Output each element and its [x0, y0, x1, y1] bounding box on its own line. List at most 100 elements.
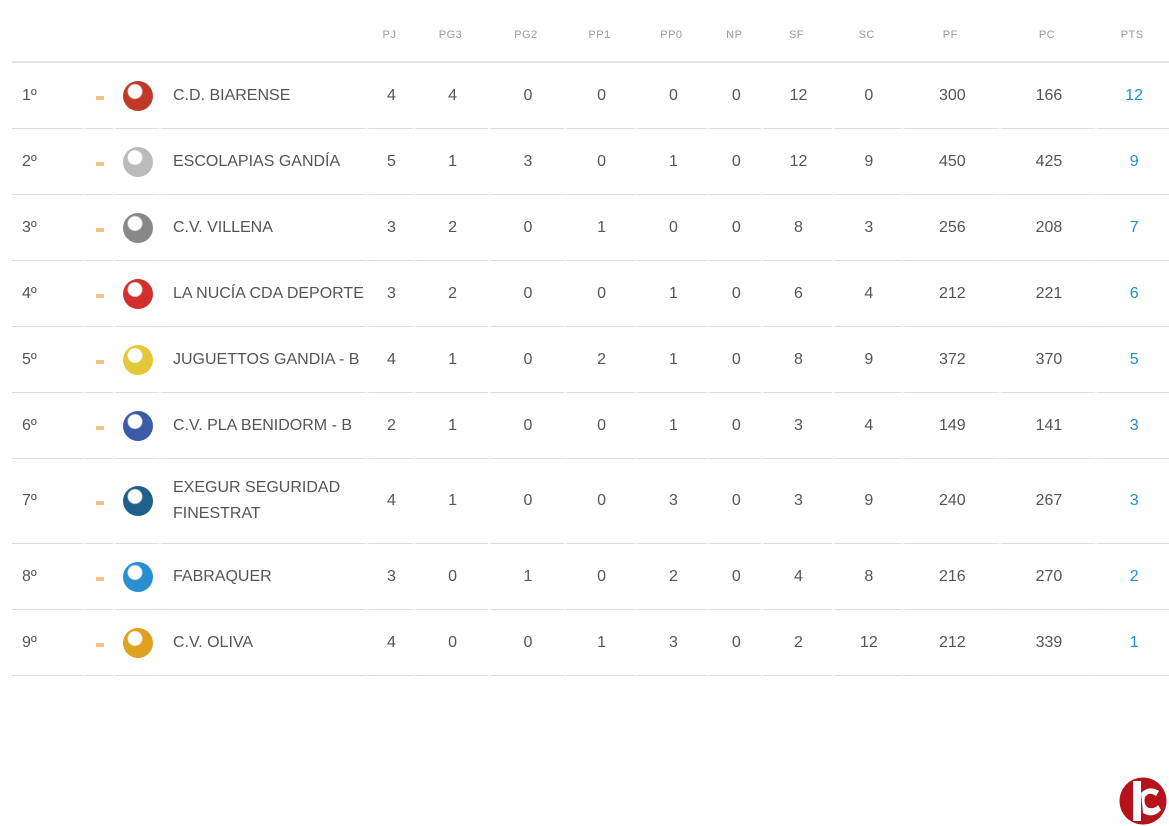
stat-pc: 270	[998, 544, 1096, 610]
team-logo-cell	[113, 129, 159, 195]
trend-icon	[96, 227, 104, 232]
team-name[interactable]: C.D. BIARENSE	[159, 63, 366, 129]
stat-np: 0	[707, 63, 762, 129]
team-name[interactable]: C.V. OLIVA	[159, 610, 366, 676]
stat-pg2: 0	[488, 610, 564, 676]
stat-pc: 166	[998, 63, 1096, 129]
stat-np: 0	[707, 261, 762, 327]
stat-pp1: 0	[563, 261, 636, 327]
trend-icon	[96, 642, 104, 647]
stat-sf: 6	[761, 261, 832, 327]
stat-pg3: 0	[412, 610, 489, 676]
position: 6º	[12, 393, 83, 459]
stat-pp1: 0	[563, 393, 636, 459]
trend-marker	[83, 544, 113, 610]
team-logo-cell	[113, 63, 159, 129]
team-logo-icon	[123, 212, 153, 243]
team-name[interactable]: C.V. VILLENA	[159, 195, 366, 261]
stat-pc: 208	[998, 195, 1096, 261]
table-row[interactable]: 4º LA NUCÍA CDA DEPORTE 3 2 0 0 1 0 6 4 212 221 6	[12, 261, 1169, 327]
position: 3º	[12, 195, 83, 261]
stat-sc: 4	[831, 261, 902, 327]
stat-pp0: 0	[635, 63, 708, 129]
stat-pj: 2	[366, 393, 413, 459]
trend-marker	[83, 610, 113, 676]
stat-pp0: 3	[635, 610, 708, 676]
stat-pg3: 2	[412, 195, 489, 261]
position: 9º	[12, 610, 83, 676]
stat-pg2: 0	[488, 459, 564, 544]
table-row[interactable]: 7º EXEGUR SEGURIDAD FINESTRAT 4 1 0 0 3 0 3 9 240…	[12, 459, 1169, 544]
table-row[interactable]: 1º C.D. BIARENSE 4 4 0 0 0 0 12 0 300 166 12	[12, 63, 1169, 129]
table-row[interactable]: 6º C.V. PLA BENIDORM - B 2 1 0 0 1 0 3 4 149 141 3	[12, 393, 1169, 459]
table-row[interactable]: 9º C.V. OLIVA 4 0 0 1 3 0 2 12 212 339 1	[12, 610, 1169, 676]
stat-pp1: 0	[563, 129, 636, 195]
stat-pc: 267	[998, 459, 1096, 544]
stat-pf: 372	[901, 327, 999, 393]
team-name[interactable]: C.V. PLA BENIDORM - B	[159, 393, 366, 459]
column-header-np: NP	[707, 8, 762, 63]
stat-pts: 5	[1095, 327, 1169, 393]
trend-icon	[96, 293, 104, 298]
team-logo-icon	[123, 80, 153, 111]
column-header-pg3: PG3	[412, 8, 489, 63]
stat-pp0: 1	[635, 327, 708, 393]
trend-marker	[83, 393, 113, 459]
stat-sc: 9	[831, 459, 902, 544]
stat-pp0: 1	[635, 129, 708, 195]
header-blank	[12, 8, 366, 63]
team-name[interactable]: LA NUCÍA CDA DEPORTE	[159, 261, 366, 327]
standings-table: PJ PG3 PG2 PP1 PP0 NP SF SC PF PC PTS 1º C.D. BIAR…	[12, 8, 1169, 676]
stat-pj: 4	[366, 459, 413, 544]
stat-pts: 2	[1095, 544, 1169, 610]
stat-np: 0	[707, 129, 762, 195]
position: 5º	[12, 327, 83, 393]
team-name[interactable]: FABRAQUER	[159, 544, 366, 610]
trend-icon	[96, 359, 104, 364]
column-header-pc: PC	[998, 8, 1096, 63]
stat-pj: 3	[366, 261, 413, 327]
stat-pg3: 1	[412, 327, 489, 393]
team-name[interactable]: ESCOLAPIAS GANDÍA	[159, 129, 366, 195]
stat-pg2: 0	[488, 261, 564, 327]
team-name[interactable]: JUGUETTOS GANDIA - B	[159, 327, 366, 393]
stat-pj: 4	[366, 610, 413, 676]
stat-sc: 12	[831, 610, 902, 676]
position: 8º	[12, 544, 83, 610]
stat-pp0: 3	[635, 459, 708, 544]
stat-pf: 300	[901, 63, 999, 129]
stat-sf: 4	[761, 544, 832, 610]
stat-pp0: 0	[635, 195, 708, 261]
trend-icon	[96, 501, 104, 505]
stat-sf: 8	[761, 195, 832, 261]
stat-pts: 9	[1095, 129, 1169, 195]
table-row[interactable]: 2º ESCOLAPIAS GANDÍA 5 1 3 0 1 0 12 9 450 425 9	[12, 129, 1169, 195]
stat-pf: 450	[901, 129, 999, 195]
stat-sc: 9	[831, 327, 902, 393]
team-logo-icon	[123, 344, 153, 375]
stat-pg2: 0	[488, 195, 564, 261]
team-name[interactable]: EXEGUR SEGURIDAD FINESTRAT	[159, 459, 366, 544]
stat-pg3: 1	[412, 459, 489, 544]
table-row[interactable]: 5º JUGUETTOS GANDIA - B 4 1 0 2 1 0 8 9 372 370 5	[12, 327, 1169, 393]
stat-pf: 212	[901, 261, 999, 327]
stat-pts: 7	[1095, 195, 1169, 261]
team-logo-cell	[113, 327, 159, 393]
column-header-pts: PTS	[1095, 8, 1169, 63]
team-logo-icon	[123, 561, 153, 592]
stat-pp1: 1	[563, 610, 636, 676]
table-row[interactable]: 8º FABRAQUER 3 0 1 0 2 0 4 8 216 270 2	[12, 544, 1169, 610]
stat-sf: 3	[761, 393, 832, 459]
stat-pf: 256	[901, 195, 999, 261]
stat-pg3: 2	[412, 261, 489, 327]
position: 2º	[12, 129, 83, 195]
header-row: PJ PG3 PG2 PP1 PP0 NP SF SC PF PC PTS	[12, 8, 1169, 63]
stat-pg2: 3	[488, 129, 564, 195]
stat-sc: 9	[831, 129, 902, 195]
stat-pg2: 1	[488, 544, 564, 610]
stat-pf: 240	[901, 459, 999, 544]
stat-pc: 339	[998, 610, 1096, 676]
stat-pj: 3	[366, 195, 413, 261]
table-row[interactable]: 3º C.V. VILLENA 3 2 0 1 0 0 8 3 256 208 7	[12, 195, 1169, 261]
column-header-pf: PF	[901, 8, 999, 63]
